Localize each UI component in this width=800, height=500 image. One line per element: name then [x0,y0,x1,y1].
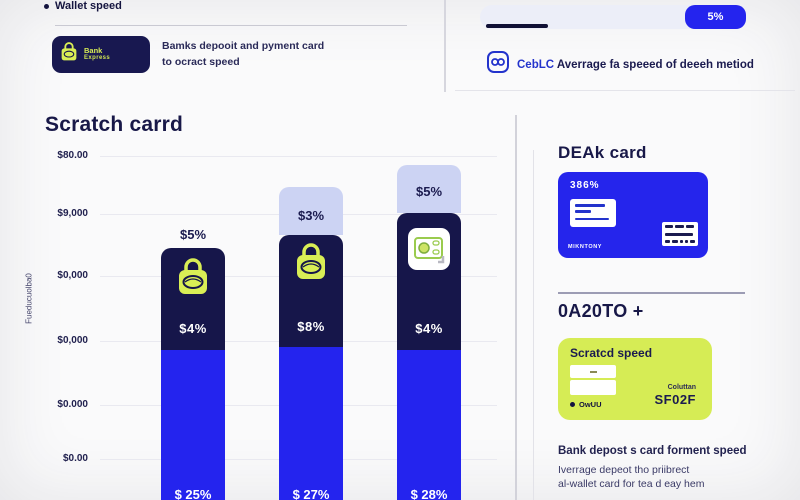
bar-above-label: $5% [179,227,207,242]
bar-mid-label: $8% [297,319,325,334]
bar-segment-blue[interactable] [397,350,461,500]
divider [533,150,534,500]
bar-base-label: $ 25% [174,487,212,500]
scratch-speed-card[interactable]: Scratcd speed OwUU Coluttan SF02F [558,338,712,420]
badge-subtitle: Express [84,55,111,62]
bank-express-badge[interactable]: Bank Express [52,36,150,73]
card-label-area [570,199,616,227]
bar-segment-dark[interactable]: $8% [279,235,343,347]
legend-item-wallet-speed[interactable]: Wallet speed [44,0,122,12]
lime-card-column-label: Coluttan [667,384,696,391]
divider [55,25,407,26]
cash-card-icon [408,228,450,275]
bar-top-label: $5% [415,184,443,199]
chart-bar-1[interactable]: $5% $4% $ 25% [161,0,225,500]
bar-base-label: $ 27% [292,487,330,500]
section-title-deak-card: DEAk card [558,143,647,162]
lime-card-field-2[interactable] [570,380,616,395]
badge-description: Bamks depooit and pyment card to ocract … [162,40,325,68]
section-title-0a20to: 0A20TO + [558,301,644,321]
shopping-bag-icon [176,258,210,301]
card-percent: 386% [570,180,600,191]
bar-segment-blue[interactable] [161,350,225,500]
debit-card-preview[interactable]: 386% MIKNTONY [558,172,708,258]
bar-segment-lavender[interactable]: $5% [397,165,461,213]
y-tick-label: $0.00 [62,453,88,464]
card-holder-name: MIKNTONY [568,244,603,250]
y-tick-label: $0,000 [57,335,88,346]
y-tick-label: $0.000 [57,399,88,410]
link-icon [487,51,509,78]
chart-title: Scratch carrd [45,113,184,136]
divider [558,292,745,294]
badge-title: Bank [84,45,103,55]
y-tick-label: $0,000 [57,270,88,281]
bar-mid-label: $4% [179,321,207,336]
divider [444,0,446,92]
bar-segment-dark[interactable]: $4% [161,248,225,350]
lime-card-code: SF02F [654,392,696,407]
lime-card-title: Scratcd speed [570,346,653,360]
card-number-block [662,222,698,246]
bag-icon [60,42,78,67]
y-axis-label: Fueducuolba0 [24,273,34,324]
legend-label: Wallet speed [55,0,122,12]
right-footer-title: Bank depost s card forment speed [558,445,747,457]
divider [515,115,517,500]
progress-underline [486,24,548,28]
right-footer-line-2: al-wallet card for tea d eay hem [558,478,705,490]
gridline [100,156,497,157]
bar-segment-blue[interactable] [279,347,343,500]
chart-bar-3[interactable]: $5% $4% $ 28% [397,0,461,500]
y-tick-label: $9,000 [57,208,88,219]
caption-text: Averrage fa speeed of deeeh metiod [556,58,754,71]
y-tick-label: $80.00 [57,150,88,161]
caption-brand: CebLC [517,58,555,71]
right-footer-line-1: Iverrage depeot tho priibrect [558,464,690,476]
divider [455,90,795,91]
shopping-bag-icon [294,243,328,286]
lime-card-owner: OwUU [570,400,602,409]
bar-mid-label: $4% [415,321,443,336]
progress-value-chip: 5% [685,5,746,29]
bar-segment-dark[interactable]: $4% [397,213,461,350]
owner-dot-icon [570,402,575,407]
legend-bullet-icon [44,3,49,9]
bar-base-label: $ 28% [410,487,448,500]
top-caption-row: CebLC Averrage fa speeed of deeeh metiod [487,51,754,78]
chart-bar-2[interactable]: $3% $8% $ 27% [279,0,343,500]
lime-card-field-1[interactable] [570,365,616,378]
bar-segment-lavender[interactable]: $3% [279,187,343,235]
bar-top-label: $3% [297,208,325,223]
